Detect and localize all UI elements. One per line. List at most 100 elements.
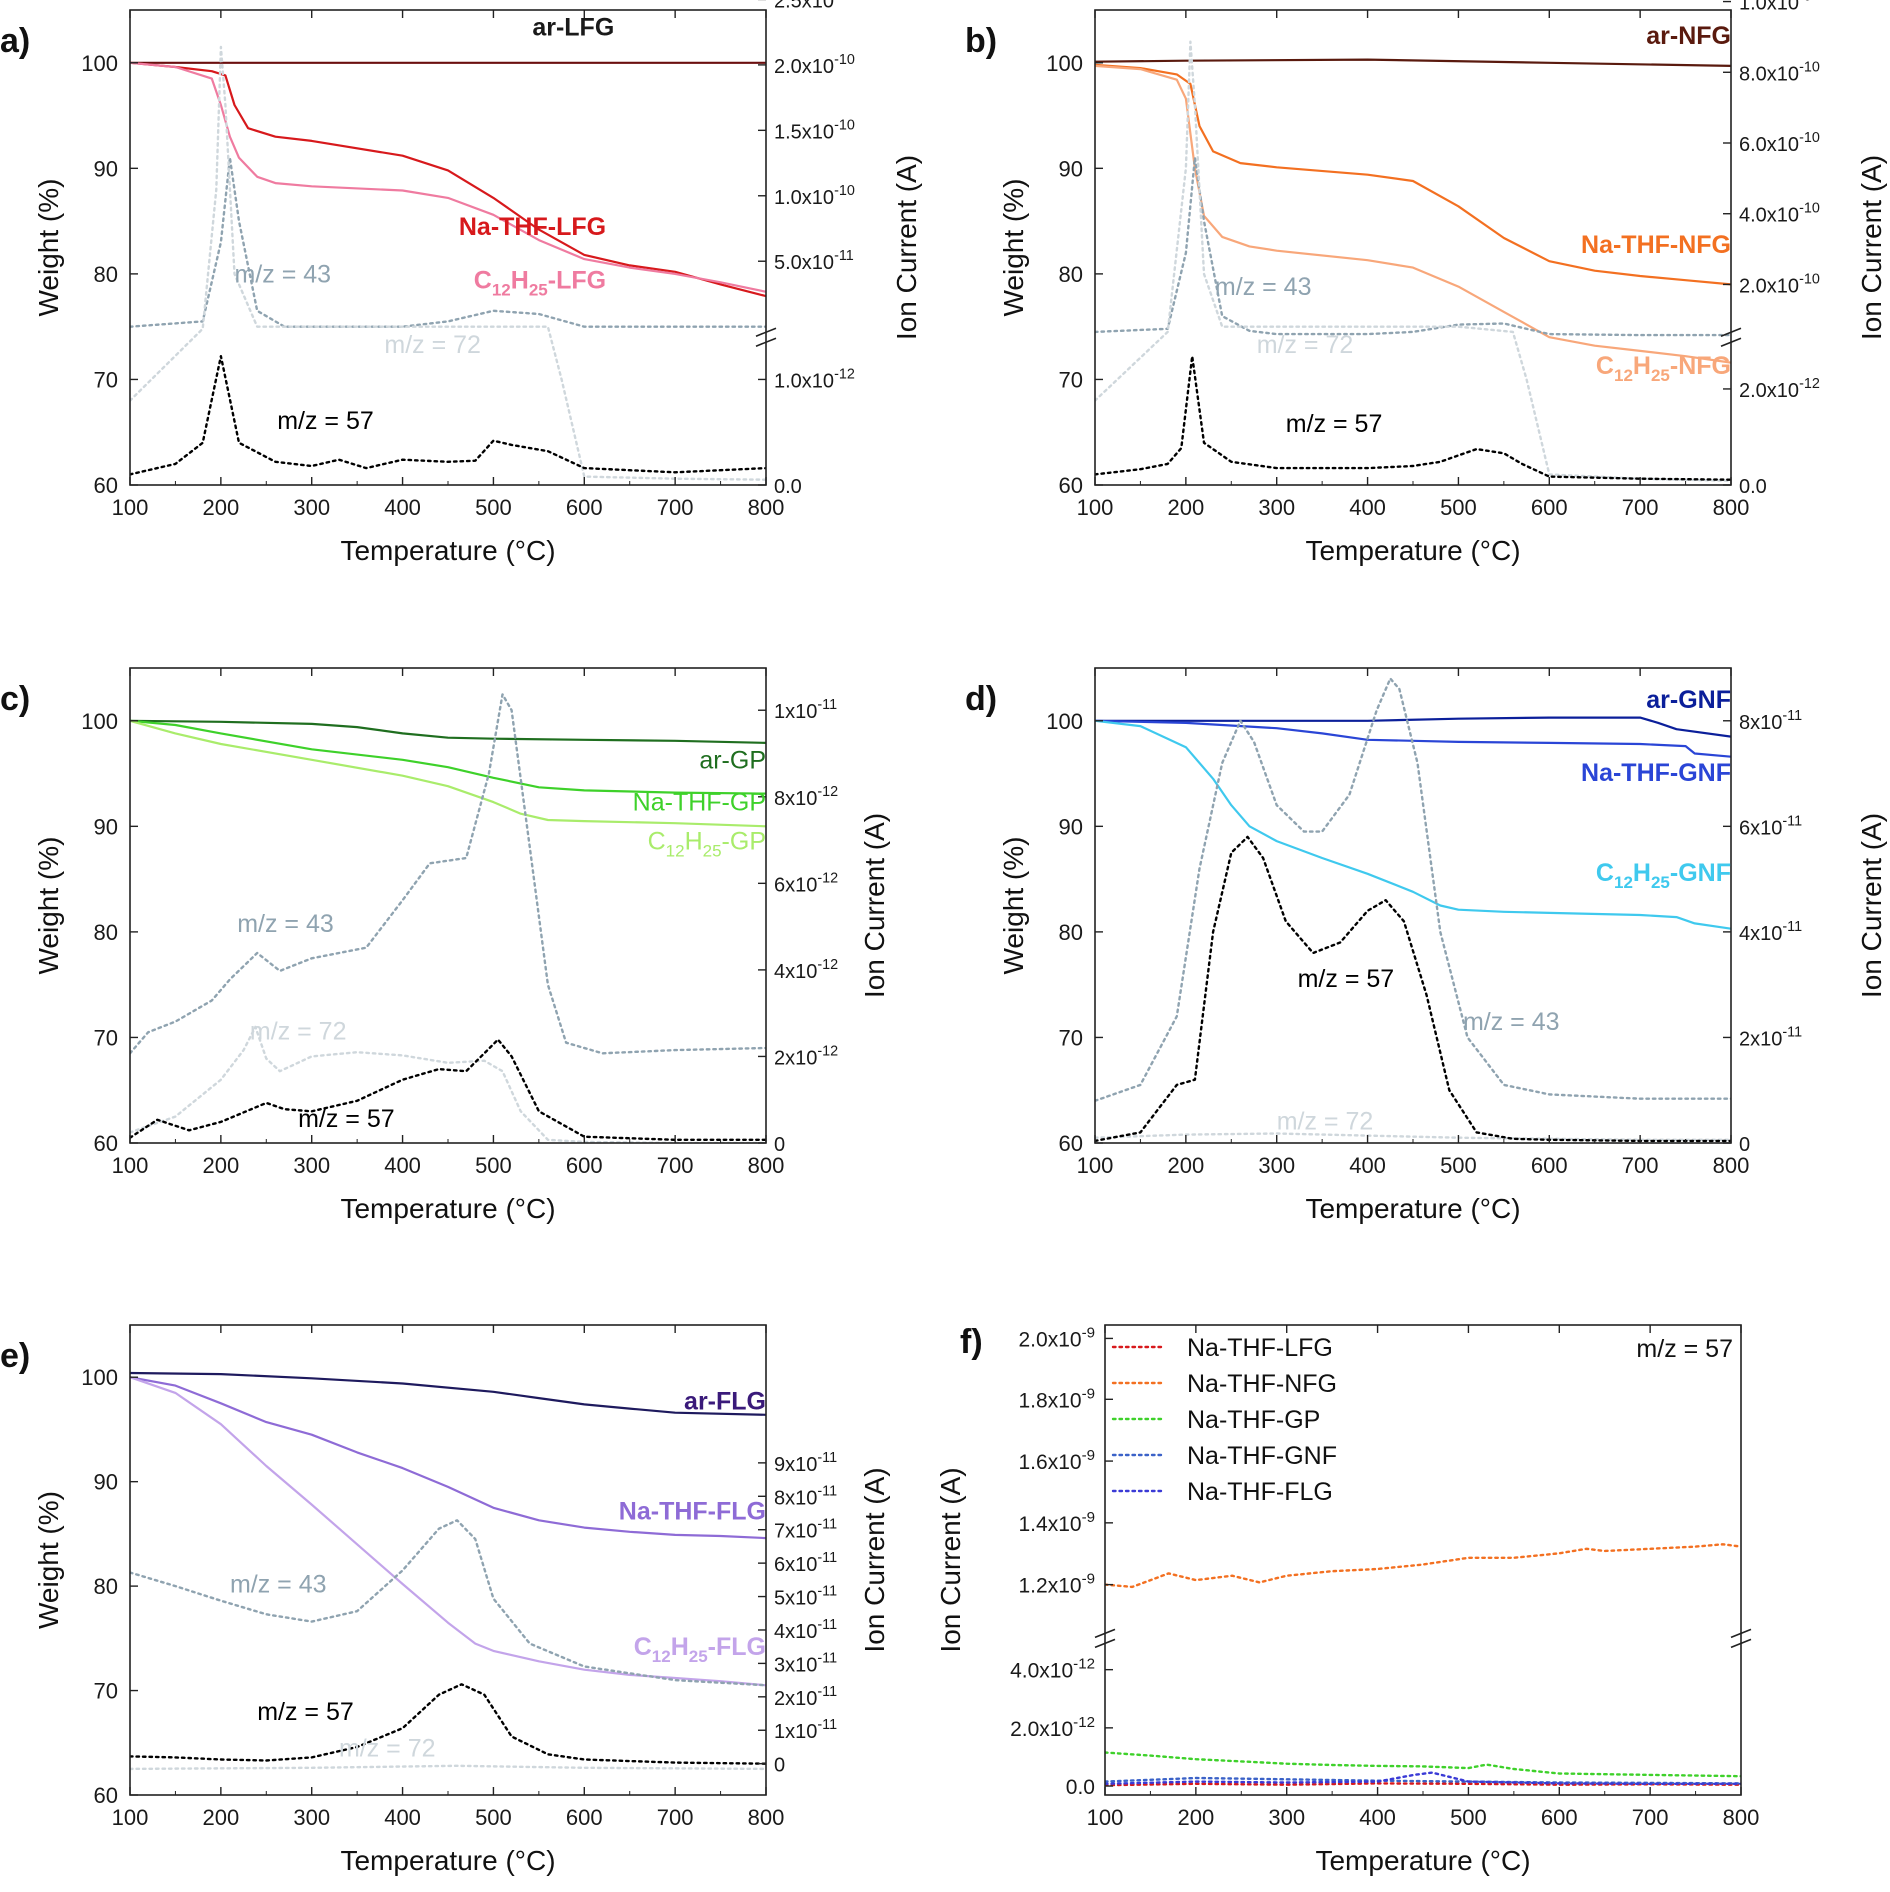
series-line-c12h25-gnf [1095, 719, 1731, 930]
right-tick-label: 6x10-12 [774, 870, 838, 896]
y-tick-label: 1.4x10-9 [1019, 1509, 1096, 1536]
y-axis-title-right: Ion Current (A) [1856, 813, 1887, 998]
x-axis-title: Temperature (°C) [340, 1845, 555, 1876]
right-tick-label: 0 [774, 1134, 785, 1156]
series-line-na-thf-gp [130, 719, 766, 795]
y-tick-label: 80 [1059, 262, 1083, 287]
right-tick-label: 7x10-11 [774, 1517, 837, 1543]
right-tick-label: 8.0x10-10 [1739, 59, 1820, 85]
y-tick-label: 2.0x10-9 [1019, 1324, 1096, 1351]
x-tick-label: 800 [748, 1805, 785, 1830]
right-tick-label: 8x10-11 [774, 1483, 837, 1509]
curve-label: m/z = 72 [384, 331, 481, 359]
right-tick-label: 2x10-11 [1739, 1024, 1802, 1050]
curve-label: ar-LFG [532, 13, 614, 41]
series-line-na-thf-nfg [1105, 1543, 1741, 1589]
y-axis-title-right: Ion Current (A) [1856, 155, 1887, 340]
axis-break-mark [1730, 1638, 1752, 1649]
axis-break-mark [1720, 337, 1742, 347]
right-tick-label: 1.0x10-9 [1739, 0, 1812, 15]
series-line-m-z-57 [130, 355, 766, 476]
right-tick-label: 2.0x10-10 [774, 52, 855, 78]
y-tick-label: 60 [94, 1131, 118, 1156]
right-tick-label: 1.0x10-12 [774, 366, 855, 392]
y-axis-title: Weight (%) [998, 837, 1029, 975]
right-tick-label: 6x10-11 [1739, 813, 1802, 839]
y-tick-label: 90 [1059, 814, 1083, 839]
panel-label: b) [965, 22, 997, 60]
series-line-m-z-57 [130, 1683, 766, 1765]
right-tick-label: 4x10-11 [774, 1617, 837, 1643]
curve-label: m/z = 57 [1298, 965, 1395, 993]
y-tick-label: 70 [1059, 367, 1083, 392]
series-line-na-thf-lfg [1105, 1782, 1741, 1787]
x-tick-label: 700 [657, 1153, 694, 1178]
y-axis-title: Ion Current (A) [935, 1467, 966, 1652]
y-axis-title: Weight (%) [33, 837, 64, 975]
series-line-m-z-43 [130, 1519, 766, 1687]
y-tick-label: 4.0x10-12 [1010, 1656, 1095, 1683]
axis-break-mark [755, 327, 777, 337]
series-line-m-z-72 [130, 45, 766, 481]
series-line-c12h25-gp [130, 719, 766, 828]
y-tick-label: 0.0 [1066, 1776, 1095, 1799]
curve-label: C12H25-GP [648, 828, 766, 861]
x-tick-label: 400 [1349, 1153, 1386, 1178]
y-axis-title-right: Ion Current (A) [859, 813, 890, 998]
x-tick-label: 100 [112, 495, 149, 520]
series-line-na-thf-flg [130, 1376, 766, 1540]
y-axis-title: Weight (%) [33, 1491, 64, 1629]
y-axis-title-right: Ion Current (A) [891, 155, 922, 340]
y-axis-title-right: Ion Current (A) [859, 1467, 890, 1652]
x-tick-label: 600 [1541, 1805, 1578, 1830]
x-tick-label: 700 [1622, 1153, 1659, 1178]
x-axis-title: Temperature (°C) [340, 1193, 555, 1224]
series-line-ar-gnf [1095, 716, 1731, 738]
panel-label: f) [960, 1323, 983, 1361]
x-axis-title: Temperature (°C) [340, 535, 555, 566]
panel-c: 100 200 300 400 500 600 700 800 60 70 80 90 100 0 2x10… [0, 667, 890, 1224]
x-tick-label: 800 [1723, 1805, 1760, 1830]
x-axis-title: Temperature (°C) [1315, 1845, 1530, 1876]
y-tick-label: 2.0x10-12 [1010, 1714, 1095, 1741]
legend-label: Na-THF-LFG [1187, 1334, 1333, 1362]
x-tick-label: 700 [1622, 495, 1659, 520]
series-line-m-z-43 [1095, 677, 1731, 1103]
x-tick-label: 500 [1440, 1153, 1477, 1178]
x-tick-label: 800 [748, 495, 785, 520]
right-tick-label: 4.0x10-10 [1739, 201, 1820, 227]
x-tick-label: 300 [293, 1153, 330, 1178]
right-tick-label: 1.0x10-10 [774, 183, 855, 209]
right-tick-label: 4x10-12 [774, 957, 838, 983]
y-tick-label: 100 [81, 51, 118, 76]
panel-label: a) [0, 22, 30, 60]
y-tick-label: 70 [1059, 1025, 1083, 1050]
x-tick-label: 300 [293, 495, 330, 520]
curve-label: ar-FLG [684, 1388, 766, 1416]
axis-break-mark [755, 337, 777, 347]
curve-label: Na-THF-FLG [619, 1497, 766, 1525]
series-group [1095, 677, 1731, 1143]
plot-frame [129, 667, 767, 1144]
right-tick-label: 2x10-12 [774, 1043, 838, 1069]
y-tick-label: 80 [94, 262, 118, 287]
x-tick-label: 100 [112, 1805, 149, 1830]
curve-label: m/z = 57 [277, 407, 374, 435]
y-tick-label: 90 [94, 156, 118, 181]
y-tick-label: 90 [94, 814, 118, 839]
series-line-ar-flg [130, 1371, 766, 1416]
series-line-m-z-43 [130, 693, 766, 1055]
right-tick-label: 2.5x10-10 [774, 0, 855, 12]
y-tick-label: 70 [94, 367, 118, 392]
series-group [130, 1371, 766, 1771]
x-tick-label: 400 [384, 495, 421, 520]
series-line-ar-gp [130, 719, 766, 744]
y-tick-label: 60 [94, 473, 118, 498]
curve-label: m/z = 72 [1257, 331, 1354, 359]
right-tick-label: 2.0x10-12 [1739, 376, 1820, 402]
x-tick-label: 200 [1177, 1805, 1214, 1830]
right-tick-label: 6x10-11 [774, 1550, 837, 1576]
y-tick-label: 90 [94, 1470, 118, 1495]
series-group [130, 45, 766, 481]
